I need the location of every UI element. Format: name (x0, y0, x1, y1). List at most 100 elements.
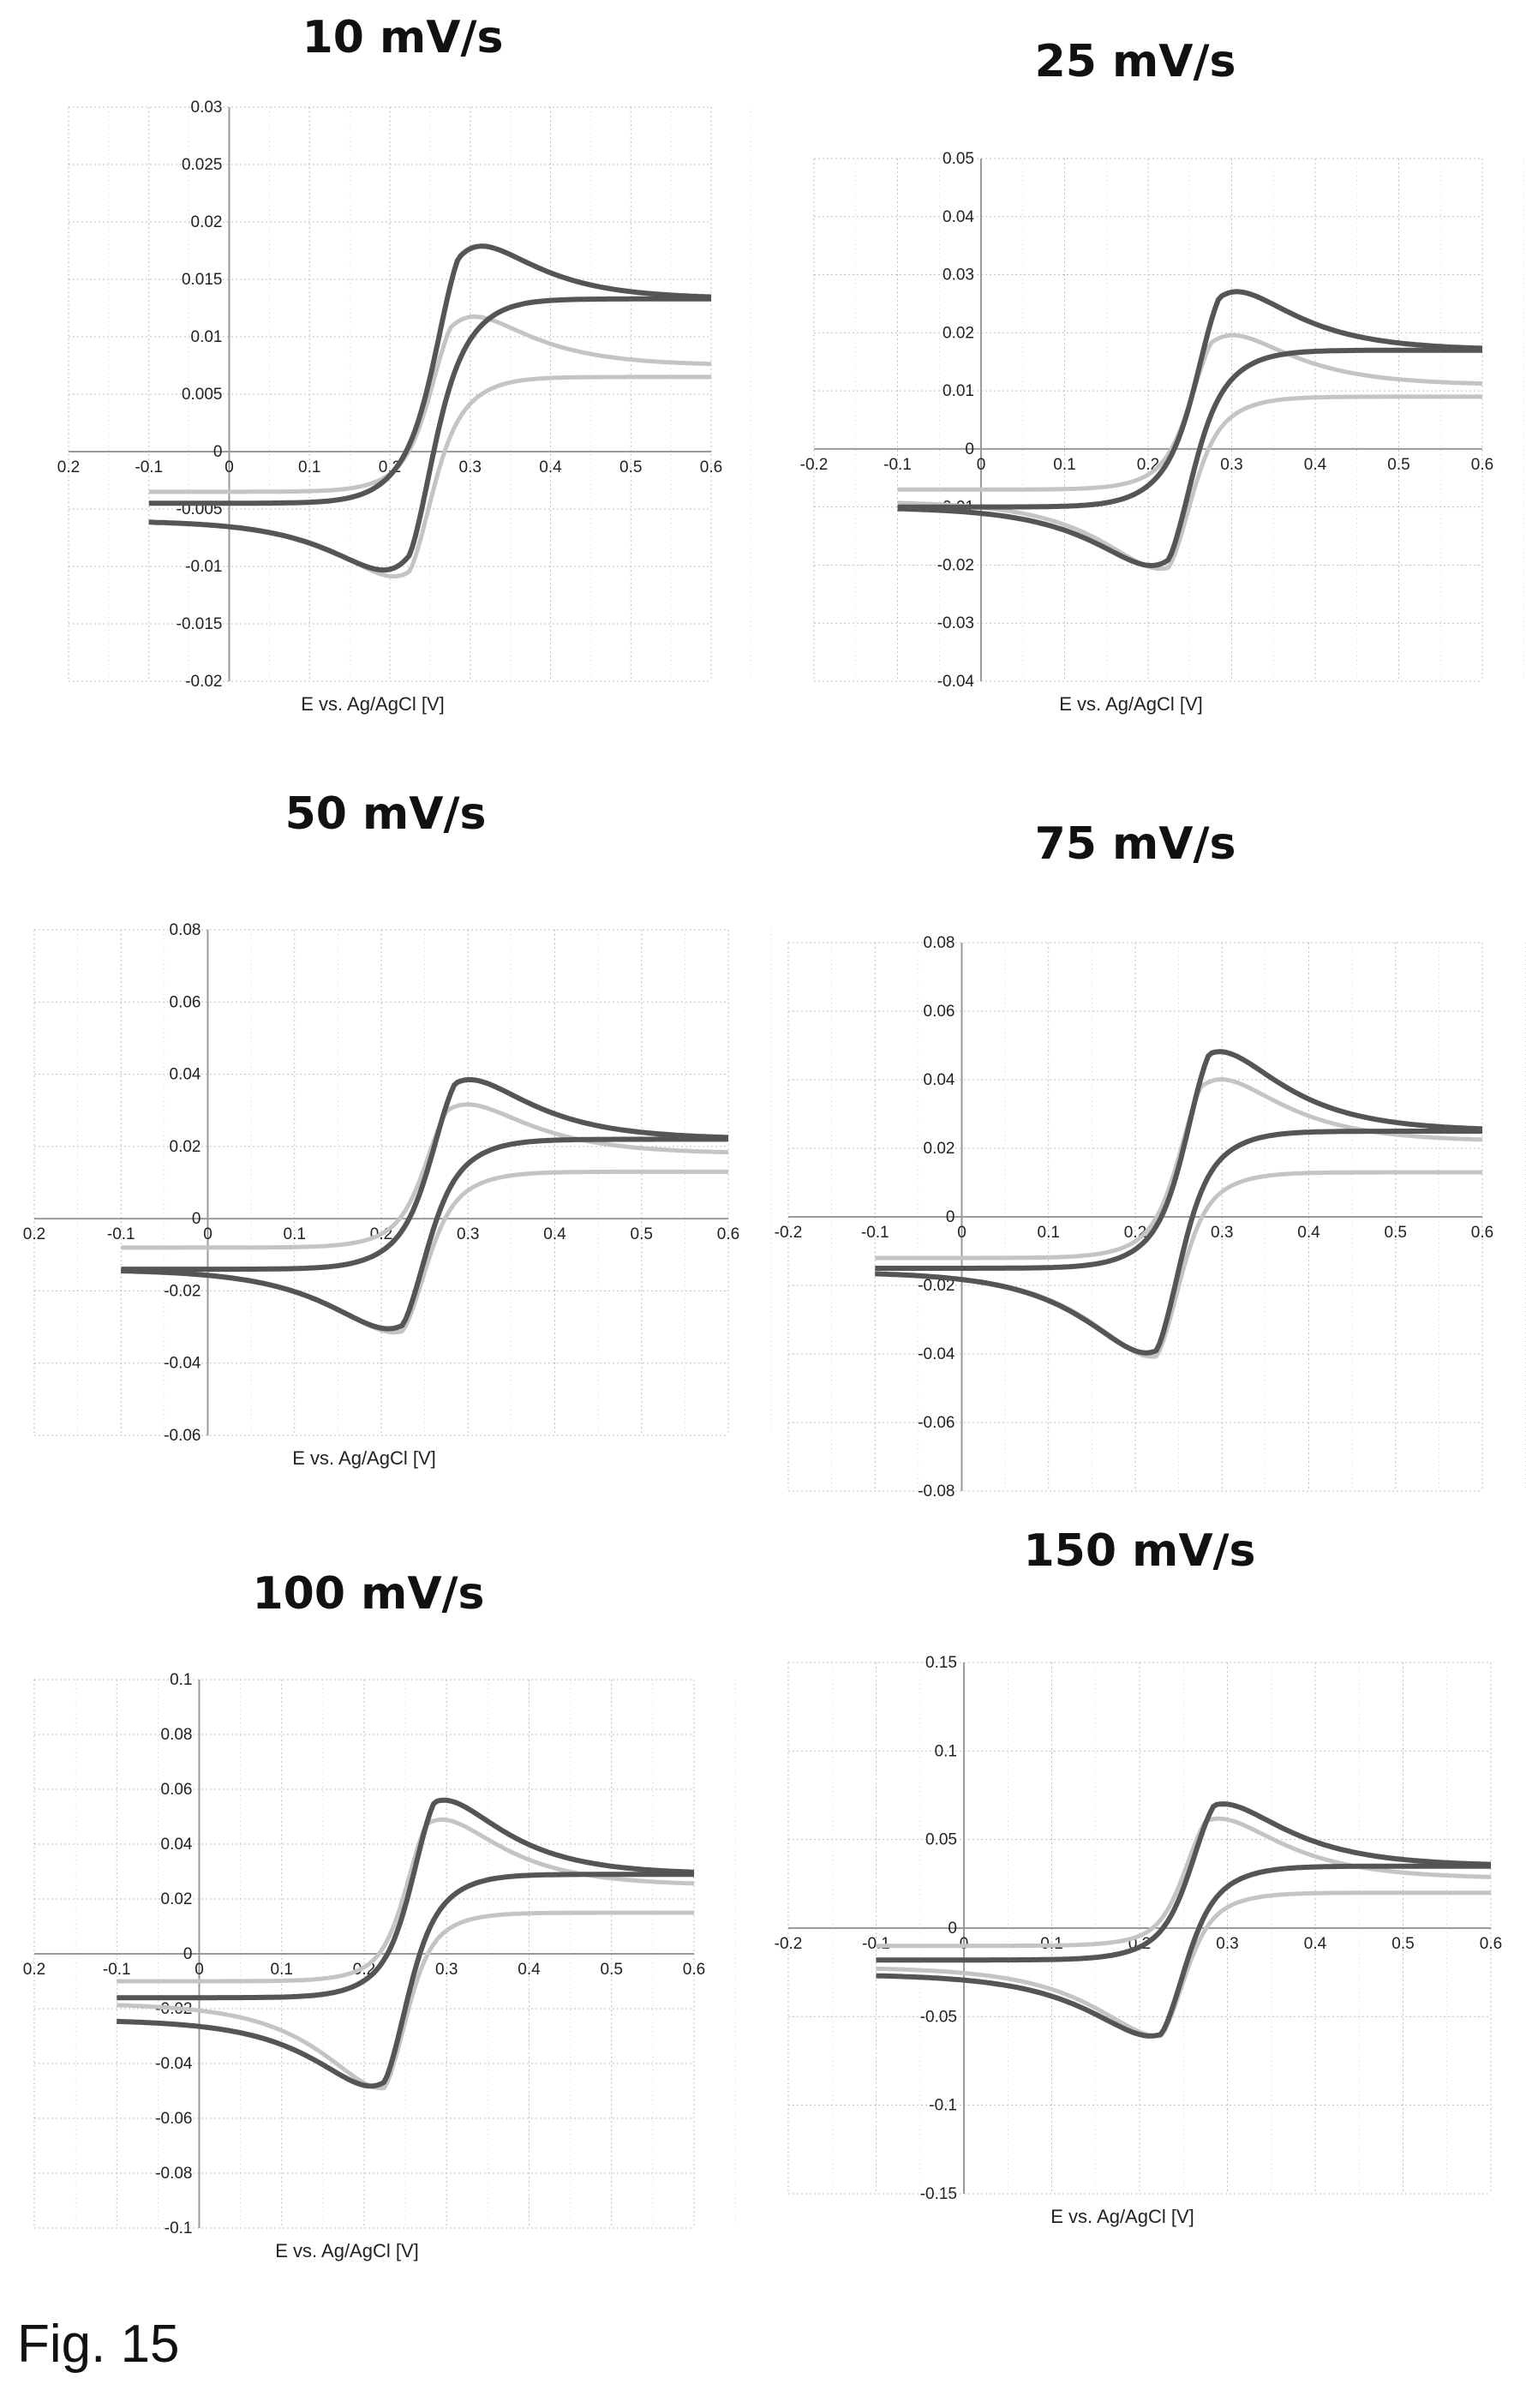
y-tick-label: -0.01 (185, 558, 222, 576)
y-tick-label: 0.1 (935, 1742, 957, 1760)
x-tick-label: 0.1 (298, 458, 320, 476)
anodic-sweep-line (875, 1049, 1483, 1271)
series-light (148, 314, 712, 579)
series-dark (117, 1797, 695, 2089)
cv-panel-10: 10 mV/s -0.02 -0.015 -0.01 -0.005 0 0.005 0.01… (57, 0, 752, 728)
x-tick-label: 0.3 (457, 1225, 479, 1243)
y-tick-label: -0.06 (164, 1427, 200, 1445)
cv-chart-100: -0.1-0.08-0.06-0.04-0.0200.020.040.060.0… (23, 1671, 736, 2261)
x-tick-label: 0.1 (1038, 1224, 1060, 1242)
x-tick-label: -0.1 (883, 456, 912, 474)
cathodic-sweep-line (148, 296, 711, 573)
cathodic-sweep-line (897, 347, 1482, 568)
x-tick-label: 0 (194, 1961, 204, 1979)
y-tick-label: 0.06 (161, 1781, 193, 1799)
x-tick-label: 0.5 (619, 458, 642, 476)
x-tick-label: 0.6 (1471, 456, 1493, 474)
y-tick-label: 0.02 (924, 1140, 955, 1158)
y-tick-label: -0.04 (937, 673, 975, 691)
y-tick-label: 0.04 (924, 1071, 955, 1089)
y-tick-label: -0.04 (155, 2055, 193, 2073)
x-axis-label: E vs. Ag/AgCl [V] (292, 1447, 436, 1469)
y-tick-label: -0.02 (164, 1282, 200, 1300)
y-tick-label: 0.15 (925, 1654, 957, 1672)
panel-title: 75 mV/s (1034, 818, 1236, 870)
x-axis-label: E vs. Ag/AgCl [V] (1059, 693, 1203, 715)
grid (813, 158, 1525, 682)
x-tick-label: 0.4 (539, 458, 562, 476)
x-tick-label: 0.4 (518, 1961, 541, 1979)
y-tick-label: 0.06 (924, 1003, 955, 1021)
x-tick-label: 0.6 (1471, 1224, 1493, 1242)
y-tick-label: 0.025 (182, 156, 223, 174)
panel-title: 25 mV/s (1034, 36, 1236, 87)
y-tick-label: 0.04 (943, 208, 974, 226)
y-tick-label: 0 (948, 1920, 957, 1938)
x-axis-label: E vs. Ag/AgCl [V] (1050, 2206, 1194, 2227)
cathodic-sweep-line (876, 1863, 1491, 2039)
x-tick-label: -0.1 (103, 1961, 131, 1979)
x-tick-label: 0.5 (1385, 1224, 1407, 1242)
y-tick-label: 0.02 (170, 1138, 201, 1156)
x-tick-label: 0.6 (1480, 1935, 1502, 1953)
x-tick-label: 0.4 (1297, 1224, 1320, 1242)
x-tick-label: 0 (977, 456, 986, 474)
x-tick-label: -0.2 (800, 456, 829, 474)
y-tick-label: -0.06 (155, 2110, 192, 2128)
y-tick-label: 0.01 (191, 328, 223, 346)
x-tick-label: 0.4 (1304, 1935, 1327, 1953)
x-axis-label: E vs. Ag/AgCl [V] (275, 2240, 419, 2261)
y-tick-label: 0.03 (191, 99, 223, 117)
x-tick-label: 0.5 (1391, 1935, 1414, 1953)
cathodic-sweep-line (121, 1136, 728, 1332)
series-dark (875, 1049, 1483, 1356)
series-dark (148, 243, 712, 573)
x-tick-label: 0.4 (1304, 456, 1327, 474)
y-tick-label: -0.05 (920, 2008, 957, 2026)
series-dark (121, 1077, 729, 1332)
y-tick-label: 0.04 (161, 1836, 193, 1854)
y-tick-label: 0.03 (943, 267, 974, 285)
x-tick-label: 0.5 (631, 1225, 653, 1243)
y-tick-label: 0.08 (161, 1726, 193, 1744)
y-tick-label: 0.08 (924, 934, 955, 952)
y-tick-label: 0.02 (191, 213, 223, 231)
y-tick-label: -0.1 (165, 2219, 193, 2237)
panel-title: 150 mV/s (1023, 1525, 1256, 1577)
x-tick-label: 0.1 (284, 1225, 306, 1243)
y-tick-label: 0.05 (925, 1831, 957, 1849)
y-tick-label: 0 (183, 1945, 193, 1963)
y-tick-label: 0.015 (182, 271, 223, 289)
x-tick-label: 0.2 (57, 458, 80, 476)
x-tick-label: 0.2 (23, 1225, 45, 1243)
x-tick-label: -0.2 (775, 1224, 803, 1242)
y-tick-label: -0.02 (937, 556, 974, 574)
y-tick-label: -0.015 (177, 615, 223, 633)
x-tick-label: 0.1 (1053, 456, 1075, 474)
cathodic-sweep-line (875, 1129, 1482, 1356)
cv-chart-25: -0.04-0.03-0.02-0.0100.010.020.030.040.0… (800, 150, 1525, 715)
x-tick-label: 0.3 (435, 1961, 458, 1979)
grid (33, 929, 772, 1436)
x-tick-label: 0.6 (683, 1961, 705, 1979)
y-tick-label: -0.08 (918, 1483, 954, 1501)
anodic-sweep-line (876, 1801, 1492, 1963)
y-tick-label: -0.04 (918, 1345, 955, 1363)
x-tick-label: -0.2 (775, 1935, 803, 1953)
cv-panel-75: 75 mV/s -0.08 -0.06 -0.04 -0.02 0 0.02 0.04 0.0… (771, 771, 1526, 1501)
anodic-sweep-line (148, 243, 712, 506)
y-tick-label: 0 (213, 443, 223, 461)
x-tick-label: -0.1 (135, 458, 163, 476)
cathodic-sweep-line (117, 1910, 694, 2091)
series-light (897, 332, 1483, 572)
x-axis-label: E vs. Ag/AgCl [V] (301, 693, 445, 715)
y-tick-label: -0.02 (185, 673, 222, 691)
x-tick-label: 0.5 (601, 1961, 623, 1979)
y-tick-label: 0.04 (170, 1066, 201, 1084)
y-tick-label: 0.06 (170, 993, 201, 1011)
y-tick-label: 0.02 (943, 324, 974, 342)
y-tick-label: -0.04 (164, 1355, 201, 1373)
series-dark (897, 289, 1483, 568)
